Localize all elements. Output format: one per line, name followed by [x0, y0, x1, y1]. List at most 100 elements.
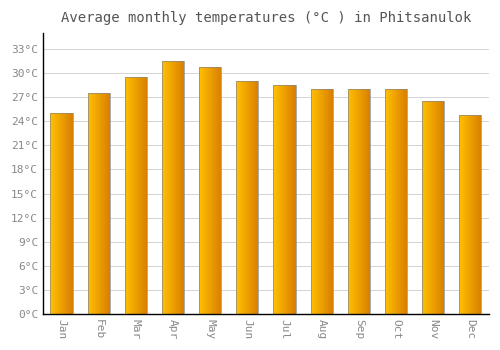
Bar [54, 113, 55, 314]
Bar [386, 89, 387, 314]
Bar [106, 93, 107, 314]
Bar [200, 67, 202, 314]
Bar [180, 61, 181, 314]
Bar [244, 81, 245, 314]
Bar [329, 89, 330, 314]
Bar [130, 77, 132, 314]
Bar [442, 102, 443, 314]
Bar [471, 115, 472, 314]
Bar [437, 102, 438, 314]
Bar [107, 93, 108, 314]
Bar [324, 89, 326, 314]
Bar [132, 77, 133, 314]
Bar [460, 115, 462, 314]
Bar [443, 102, 444, 314]
Bar [248, 81, 249, 314]
Bar [422, 102, 444, 314]
Bar [142, 77, 144, 314]
Bar [362, 89, 364, 314]
Bar [90, 93, 92, 314]
Bar [64, 113, 66, 314]
Bar [426, 102, 427, 314]
Bar [60, 113, 61, 314]
Bar [405, 89, 406, 314]
Bar [274, 85, 275, 314]
Bar [199, 67, 222, 314]
Bar [312, 89, 313, 314]
Bar [141, 77, 142, 314]
Bar [398, 89, 399, 314]
Bar [257, 81, 258, 314]
Bar [401, 89, 402, 314]
Bar [108, 93, 109, 314]
Bar [240, 81, 242, 314]
Bar [95, 93, 96, 314]
Bar [251, 81, 252, 314]
Bar [433, 102, 434, 314]
Bar [202, 67, 203, 314]
Bar [368, 89, 369, 314]
Bar [250, 81, 251, 314]
Bar [208, 67, 210, 314]
Bar [162, 61, 184, 314]
Bar [388, 89, 390, 314]
Bar [199, 67, 200, 314]
Bar [68, 113, 69, 314]
Bar [178, 61, 179, 314]
Bar [436, 102, 437, 314]
Bar [56, 113, 57, 314]
Bar [66, 113, 67, 314]
Bar [162, 61, 164, 314]
Bar [327, 89, 328, 314]
Bar [353, 89, 354, 314]
Bar [134, 77, 135, 314]
Bar [173, 61, 174, 314]
Bar [50, 113, 72, 314]
Bar [144, 77, 145, 314]
Bar [55, 113, 56, 314]
Bar [168, 61, 170, 314]
Bar [350, 89, 352, 314]
Bar [171, 61, 172, 314]
Bar [284, 85, 286, 314]
Bar [52, 113, 54, 314]
Bar [438, 102, 439, 314]
Bar [216, 67, 217, 314]
Bar [310, 89, 333, 314]
Bar [365, 89, 366, 314]
Bar [58, 113, 59, 314]
Bar [179, 61, 180, 314]
Bar [396, 89, 398, 314]
Bar [348, 89, 370, 314]
Bar [432, 102, 433, 314]
Bar [146, 77, 147, 314]
Bar [102, 93, 103, 314]
Bar [214, 67, 216, 314]
Bar [135, 77, 136, 314]
Bar [277, 85, 278, 314]
Bar [128, 77, 129, 314]
Bar [166, 61, 167, 314]
Bar [469, 115, 470, 314]
Bar [218, 67, 219, 314]
Bar [402, 89, 404, 314]
Bar [465, 115, 466, 314]
Bar [204, 67, 205, 314]
Bar [71, 113, 72, 314]
Bar [360, 89, 361, 314]
Bar [395, 89, 396, 314]
Bar [67, 113, 68, 314]
Bar [428, 102, 430, 314]
Bar [145, 77, 146, 314]
Bar [57, 113, 58, 314]
Bar [479, 115, 480, 314]
Bar [213, 67, 214, 314]
Bar [217, 67, 218, 314]
Bar [387, 89, 388, 314]
Bar [289, 85, 290, 314]
Bar [286, 85, 288, 314]
Bar [320, 89, 321, 314]
Bar [288, 85, 289, 314]
Bar [274, 85, 295, 314]
Bar [394, 89, 395, 314]
